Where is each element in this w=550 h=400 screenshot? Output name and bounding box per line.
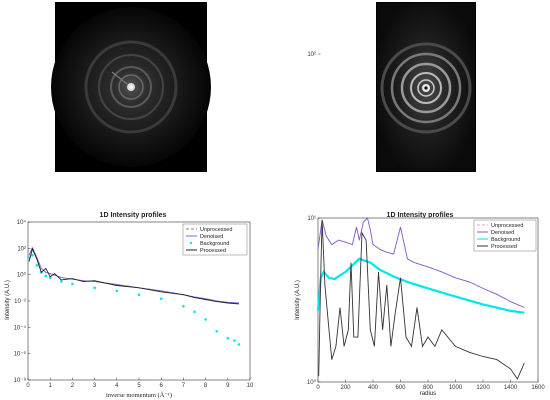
chart1-ytick-label: 10⁴ [17,219,27,226]
chart2-xlabel: radius [420,391,436,397]
chart1-ytick-label: 10² [17,246,26,252]
chart1-xtick-label: 1 [49,383,53,389]
chart2-xtick-label: 1200 [476,385,490,391]
chart1-point-background [237,343,241,346]
chart1-legend-label-unprocessed: Unprocessed [200,227,232,233]
chart2-legend-label-denoised: Denoised [491,230,514,236]
chart2-legend-label-unprocessed: Unprocessed [491,223,523,229]
chart2-legend-label-background: Background [491,237,520,243]
chart1-ytick-label: 10⁻² [14,299,26,305]
chart2-xtick-label: 600 [395,385,406,391]
chart2-ytick-label: 10¹ [307,216,316,222]
chart1-xtick-label: 10 [247,383,254,389]
chart1-point-background [115,289,119,293]
chart2-line-background [316,257,525,314]
chart1-xtick-label: 2 [71,383,75,389]
chart2-xtick-label: 800 [423,385,434,391]
chart1-point-background [60,280,63,283]
chart2-title: 1D Intensity profiles [387,212,454,219]
chart1-point-background [193,310,196,314]
chart2-xtick-label: 1400 [504,385,518,391]
chart2-ytick-label: 10² [307,52,316,58]
chart1-xtick-label: 9 [226,383,230,389]
chart1-point-background [182,304,185,308]
chart2-ylabel: Intensity (A.U.) [295,280,301,320]
chart1-ytick-label: 10⁰ [17,272,27,279]
chart1-line-processed [28,247,239,305]
chart-intensity-vs-radius: 1D Intensity profiles 0 200 400 600 800 1000 1… [295,52,545,397]
chart1-point-background [48,276,52,279]
chart1-point-background [226,336,230,340]
chart1-line-denoised [28,246,239,304]
chart1-point-background [159,297,163,300]
chart1-xtick-label: 4 [115,383,119,389]
chart1-legend-swatch-background [189,241,193,245]
chart1-point-background [137,293,141,297]
chart2-xtick-label: 0 [316,385,320,391]
chart1-point-background [204,318,207,321]
chart1-xtick-label: 3 [93,383,97,389]
diffraction-image-right [376,2,476,172]
chart2-ytick-label: 10⁰ [307,379,317,386]
chart2-xtick-label: 200 [340,385,351,391]
chart1-point-background [31,253,34,257]
chart1-ylabel: Intensity (A.U.) [5,280,11,320]
chart1-legend-label-denoised: Denoised [200,234,223,240]
chart1-xtick-label: 5 [137,383,141,389]
chart1-xtick-label: 0 [26,383,30,389]
chart2-line-processed [318,219,525,380]
chart1-point-background [71,282,74,286]
chart1-ytick-label: 10⁻⁴ [14,324,27,331]
chart-intensity-vs-momentum: 1D Intensity profiles 0 1 2 3 4 5 6 7 8 9 10 10⁻⁸ 10… [5,212,254,399]
chart2-xtick-label: 1000 [449,385,463,391]
chart1-xlabel: inverse momentum (Å⁻¹) [106,391,172,399]
chart1-title: 1D Intensity profiles [100,212,167,219]
chart1-point-background [233,339,236,342]
chart1-point-background [93,286,96,290]
chart1-ytick-label: 10⁻⁶ [14,351,27,358]
chart1-legend-label-processed: Processed [200,248,226,254]
chart2-line-denoised [317,217,525,308]
chart2-xtick-label: 1600 [531,385,545,391]
chart1-xtick-label: 8 [204,383,208,389]
chart1-legend-label-background: Background [200,241,229,247]
chart1-ytick-label: 10⁻⁸ [14,377,27,384]
chart1-point-background [35,264,39,267]
chart1-point-background [44,274,48,278]
chart1-xtick-label: 7 [182,383,186,389]
chart2-legend-label-processed: Processed [491,244,517,250]
chart1-point-background [215,329,218,333]
diffraction-image-left [51,2,211,172]
chart2-xtick-label: 400 [368,385,379,391]
chart1-xtick-label: 6 [160,383,164,389]
